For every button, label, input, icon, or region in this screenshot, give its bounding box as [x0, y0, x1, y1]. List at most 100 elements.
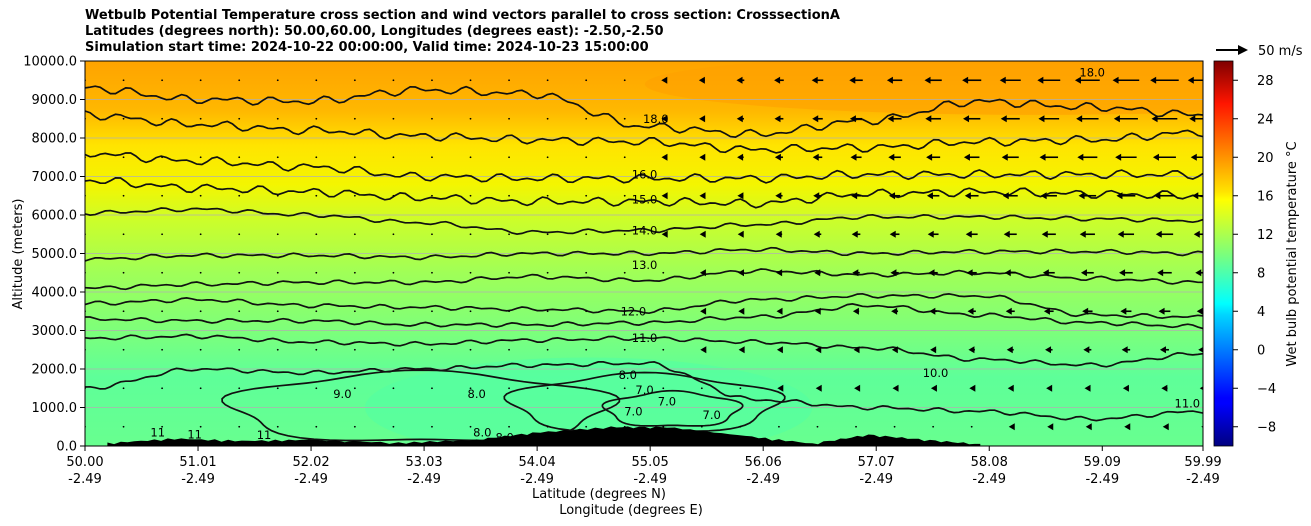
wind-vector-head: [1078, 192, 1085, 200]
isotherm-12-5: [85, 268, 1203, 291]
wind-vector: [469, 271, 472, 274]
wind-vector: [392, 117, 395, 120]
wind-vector-head: [965, 230, 972, 238]
wind-vector-head: [1002, 192, 1009, 200]
wind-vector: [392, 233, 395, 236]
wind-vector-head: [1198, 346, 1203, 353]
wind-vector-head: [776, 269, 783, 277]
wind-vector-head: [1190, 153, 1197, 161]
wind-vector: [546, 387, 549, 390]
wind-vector: [199, 425, 202, 428]
wind-vector-head: [775, 192, 782, 200]
wind-vector: [623, 194, 626, 197]
wind-vector-head: [891, 346, 898, 354]
wind-vector-head: [929, 307, 936, 315]
wind-vector: [392, 387, 395, 390]
wind-vector-head: [851, 192, 858, 200]
x-tick-label-longitude: -2.49: [859, 472, 893, 487]
wind-vector: [431, 156, 433, 159]
wind-vector-head: [777, 384, 784, 392]
wind-vector-head: [1122, 384, 1129, 392]
wind-vector: [739, 387, 742, 390]
y-tick-label: 3000.0: [32, 324, 78, 339]
wind-vector-head: [737, 153, 744, 161]
wind-vector-head: [1079, 230, 1086, 238]
wind-vector-head: [1187, 76, 1194, 84]
wind-vector-head: [963, 115, 970, 123]
wind-vector: [199, 194, 202, 197]
contour-label: 15.0: [632, 193, 658, 207]
contour-label: 11: [150, 426, 165, 440]
wind-vector: [353, 79, 356, 82]
wind-vector-head: [887, 115, 894, 123]
wind-vector: [508, 194, 510, 197]
wind-vector: [585, 156, 588, 159]
wind-vector: [546, 348, 549, 351]
warm-top-region: [645, 61, 1203, 115]
wind-vector: [122, 425, 125, 428]
wind-vector-head: [966, 269, 973, 277]
x-tick-label-longitude: -2.49: [68, 472, 102, 487]
wind-vector: [161, 425, 164, 428]
wind-vector: [199, 79, 202, 82]
wind-vector: [199, 271, 202, 274]
wind-vector: [276, 79, 279, 82]
colorbar-label: Wet bulb potential temperature °C: [1285, 141, 1300, 366]
wind-vector: [161, 117, 164, 120]
x-tick-label-longitude: -2.49: [1186, 472, 1220, 487]
wind-vector-head: [1007, 384, 1014, 392]
wind-vector: [122, 271, 125, 274]
y-tick-label: 1000.0: [32, 401, 78, 416]
wind-vector-head: [1162, 423, 1169, 431]
wind-vector: [623, 79, 626, 82]
colorbar-tick-label: 12: [1257, 228, 1274, 243]
wind-vector: [161, 156, 164, 159]
isotherm-16: [85, 152, 1203, 184]
wind-vector-head: [926, 192, 933, 200]
wind-vector: [508, 233, 510, 236]
wind-vector-head: [1189, 115, 1196, 123]
wind-vector-head: [1119, 269, 1126, 277]
wind-vector-head: [699, 269, 706, 277]
wind-vector-head: [1120, 307, 1127, 315]
contour-label: 8.0: [619, 368, 637, 382]
y-tick-label: 5000.0: [32, 247, 78, 262]
wind-vector: [161, 348, 164, 351]
wind-vector-head: [699, 192, 706, 200]
wind-vector: [662, 425, 665, 428]
wind-vector-head: [1161, 384, 1168, 392]
wind-vector: [353, 310, 356, 313]
wind-vector: [122, 310, 125, 313]
wind-vector: [508, 387, 510, 390]
wind-vector-head: [852, 269, 859, 277]
wind-vector-head: [1042, 269, 1049, 277]
wind-vector-head: [774, 76, 781, 84]
wind-vector: [431, 425, 433, 428]
wind-vector-head: [891, 307, 898, 315]
wind-vector: [469, 387, 472, 390]
wind-key-arrowhead: [1238, 45, 1248, 55]
wind-vector: [700, 425, 703, 428]
x-tick-label-latitude: 52.02: [292, 455, 329, 470]
x-tick-label-latitude: 59.99: [1184, 455, 1221, 470]
contour-label: 18.0: [1079, 66, 1105, 80]
wind-vector: [662, 310, 665, 313]
wind-vector: [431, 310, 433, 313]
contour-label: 18.0: [643, 112, 669, 126]
wind-vector: [469, 156, 472, 159]
wind-vector-head: [737, 230, 744, 238]
wind-vector: [662, 271, 665, 274]
contour-label: 9.0: [333, 387, 351, 401]
isotherm-13: [85, 246, 1203, 262]
wind-vector-head: [1038, 115, 1045, 123]
contour-label: 16.0: [632, 168, 658, 182]
wind-vector: [893, 425, 896, 428]
wind-vector-head: [850, 153, 857, 161]
wind-vector-head: [776, 346, 783, 354]
wind-vector-head: [775, 230, 782, 238]
wind-vector: [353, 271, 356, 274]
wind-vector-head: [814, 269, 821, 277]
wind-vector: [585, 348, 588, 351]
wind-vector-head: [661, 115, 668, 123]
